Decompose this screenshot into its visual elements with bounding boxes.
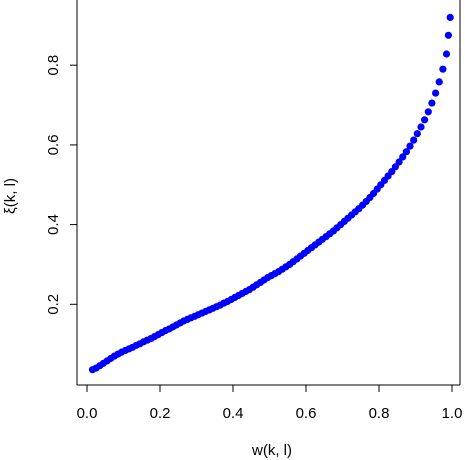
x-axis-label: w(k, l) (251, 442, 292, 459)
x-tick-label: 0.6 (296, 405, 317, 422)
data-point (439, 65, 447, 73)
x-tick-label: 1.0 (442, 405, 463, 422)
data-point (402, 148, 410, 156)
data-point (395, 158, 403, 166)
data-point (444, 31, 452, 39)
x-tick-label: 0.2 (150, 405, 171, 422)
x-tick-label: 0.0 (77, 405, 98, 422)
plot-box (76, 0, 461, 386)
data-point (435, 78, 443, 86)
x-tick-label: 0.8 (369, 405, 390, 422)
data-point (442, 50, 451, 58)
data-point (413, 130, 421, 138)
y-tick-label: 0.6 (45, 134, 62, 155)
data-point (399, 153, 407, 161)
y-axis-label: ξ(k, l) (2, 178, 19, 214)
data-points (88, 13, 454, 374)
x-tick-label: 0.4 (223, 405, 244, 422)
data-point (424, 108, 432, 116)
data-point (446, 13, 454, 21)
y-tick-label: 0.4 (45, 214, 62, 235)
y-axis-ticks: 0.2 0.4 0.6 0.8 (45, 55, 77, 315)
y-tick-label: 0.2 (45, 294, 62, 315)
data-point (421, 116, 429, 124)
data-point (417, 123, 425, 131)
y-tick-label: 0.8 (45, 55, 62, 76)
data-point (410, 136, 418, 144)
data-point (428, 99, 436, 107)
data-point (406, 142, 414, 150)
data-point (432, 89, 440, 97)
x-axis-ticks: 0.0 0.2 0.4 0.6 0.8 1.0 (77, 385, 463, 422)
